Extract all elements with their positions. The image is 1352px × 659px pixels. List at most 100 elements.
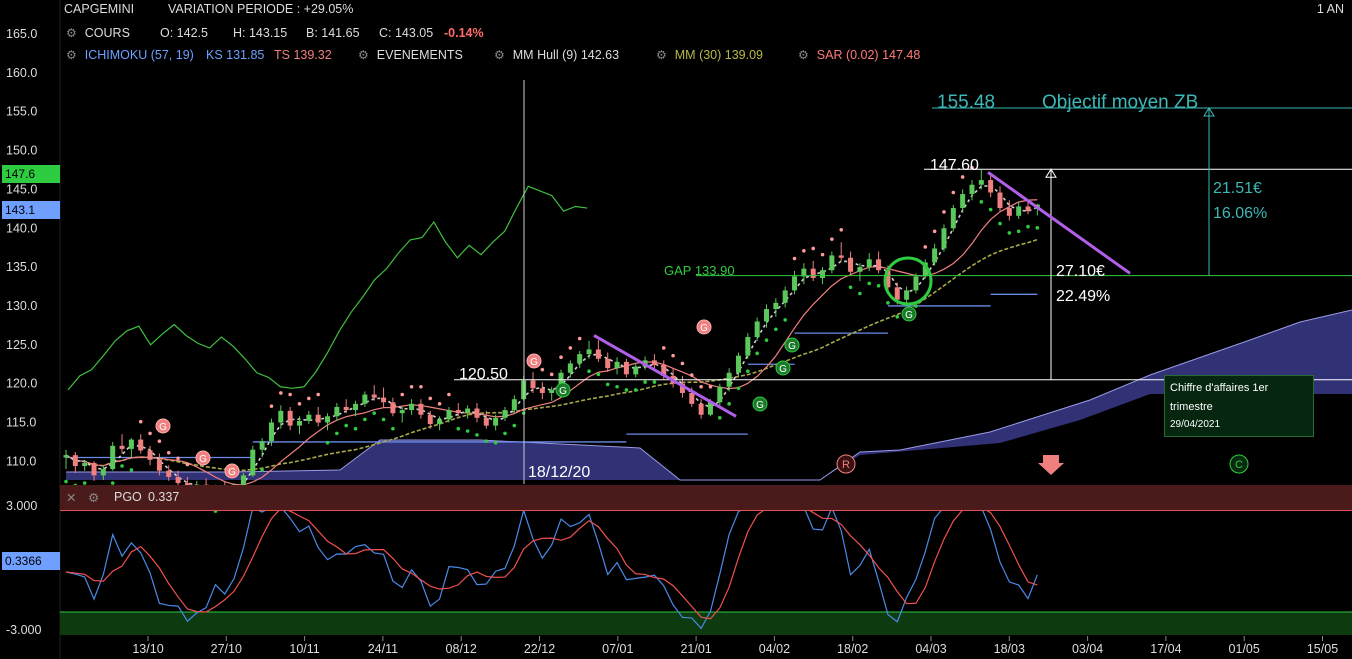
- sar-dot: [746, 369, 750, 374]
- sar-dot: [465, 429, 470, 433]
- mm30-legend[interactable]: ⚙ MM (30) 139.09: [656, 48, 763, 62]
- candle-body: [465, 408, 471, 414]
- candle-body: [605, 358, 611, 369]
- cloud-edge: [66, 309, 1352, 481]
- ichimoku-cloud: [66, 309, 1352, 481]
- hull-label: MM Hull (9) 142.63: [512, 48, 620, 62]
- ks-value: KS 131.85: [206, 48, 265, 62]
- candle-body: [166, 470, 172, 477]
- candle-body: [885, 270, 891, 288]
- date-tick-label: 04/02: [759, 642, 790, 656]
- event-tooltip: Chiffre d'affaires 1er trimestre 29/04/2…: [1164, 375, 1314, 437]
- candle-body: [754, 321, 760, 338]
- event-marker-g: [526, 353, 542, 369]
- candle-body: [679, 383, 685, 393]
- sar-dot: [279, 391, 283, 395]
- pgo-signal-series: [65, 506, 1038, 620]
- price-tick-label: 120.0: [6, 377, 37, 391]
- gear-icon[interactable]: ⚙: [656, 48, 667, 62]
- candle-body: [446, 410, 452, 420]
- event-marker-g: [901, 306, 917, 322]
- sar-dot: [979, 200, 984, 204]
- price-tick-label: 125.0: [6, 338, 37, 352]
- period-selector[interactable]: 1 AN: [1316, 2, 1344, 16]
- candle-body: [707, 402, 713, 415]
- gear-icon[interactable]: ⚙: [88, 491, 100, 505]
- comparison-line: [67, 185, 588, 391]
- candle-body: [848, 257, 854, 272]
- target-percent: 16.06%: [1213, 205, 1267, 222]
- down-arrow-icon: [1038, 455, 1064, 475]
- candle-body: [820, 270, 826, 278]
- high-price-badge: 147.6: [2, 165, 60, 183]
- low-level-label: 120.50: [459, 366, 508, 383]
- close-icon[interactable]: ✕: [66, 491, 77, 505]
- sar-dot: [755, 351, 759, 356]
- sar-dot: [942, 210, 946, 214]
- candle-body: [502, 410, 508, 418]
- sar-dot: [176, 456, 180, 461]
- candle-body: [353, 403, 359, 411]
- events-legend[interactable]: ⚙ EVENEMENTS: [358, 48, 463, 62]
- candle-body: [278, 410, 284, 423]
- candle-body: [941, 228, 947, 249]
- date-tick-label: 04/03: [915, 642, 946, 656]
- date-tick-label: 22/12: [524, 642, 555, 656]
- ohlc-high: H: 143.15: [233, 26, 288, 40]
- date-tick-label: 07/01: [602, 642, 633, 656]
- sar-dot: [325, 440, 330, 445]
- candle-body: [455, 410, 461, 414]
- sar-dot: [988, 207, 993, 212]
- candle-body: [343, 406, 349, 411]
- sar-legend[interactable]: ⚙ SAR (0.02) 147.48: [798, 48, 920, 62]
- sar-dot: [783, 318, 787, 322]
- date-tick-label: 03/04: [1072, 642, 1103, 656]
- sar-dot: [1007, 231, 1012, 235]
- sar-dot: [802, 248, 806, 253]
- high-level-label: 147.60: [930, 157, 979, 174]
- candle-body: [651, 360, 657, 366]
- ichimoku-legend[interactable]: ⚙ ICHIMOKU (57, 19): [66, 48, 194, 62]
- pgo-label: PGO: [114, 490, 142, 504]
- sar-dot: [456, 426, 461, 431]
- gear-icon[interactable]: ⚙: [494, 48, 505, 62]
- candle-body: [1006, 208, 1012, 216]
- period-variation: VARIATION PERIODE : +29.05%: [168, 2, 354, 16]
- date-tick-label: 18/02: [837, 642, 868, 656]
- sar-dot: [1016, 229, 1021, 234]
- hull-legend[interactable]: ⚙ MM Hull (9) 142.63: [494, 48, 619, 62]
- event-marker-label: G: [905, 310, 913, 321]
- gap-label: GAP 133.90: [664, 263, 735, 278]
- candle-body: [483, 417, 489, 426]
- candle-body: [913, 276, 919, 291]
- cours-legend[interactable]: ⚙ COURS: [66, 26, 130, 40]
- trendline-1: [593, 334, 737, 418]
- event-markers: G G G G G G G G G G R C: [155, 306, 1249, 479]
- candle-body: [866, 259, 872, 268]
- gear-icon[interactable]: ⚙: [66, 26, 77, 40]
- gear-icon[interactable]: ⚙: [798, 48, 809, 62]
- date-tick-label: 24/11: [368, 642, 398, 656]
- candle-body: [259, 441, 265, 450]
- target-value: 155.48: [937, 92, 995, 113]
- pgo-value: 0.337: [148, 490, 180, 504]
- candle-body: [250, 449, 256, 476]
- sar-dot: [708, 384, 713, 389]
- gear-icon[interactable]: ⚙: [66, 48, 77, 62]
- sar-dot: [363, 417, 367, 422]
- gear-icon[interactable]: ⚙: [358, 48, 369, 62]
- sar-dot: [138, 419, 143, 424]
- candle-body: [773, 302, 779, 310]
- candle-body: [362, 394, 368, 404]
- sar-dot: [1035, 226, 1040, 230]
- sar-dot: [297, 402, 302, 406]
- candle-body: [558, 372, 564, 390]
- sar-dot: [82, 481, 87, 485]
- candle-body: [1025, 206, 1031, 212]
- sar-dot: [260, 468, 264, 472]
- ichimoku-label: ICHIMOKU (57, 19): [84, 48, 194, 62]
- pgo-value-badge: 0.3366: [2, 552, 60, 570]
- candle-body: [493, 417, 499, 426]
- candle-body: [156, 459, 162, 471]
